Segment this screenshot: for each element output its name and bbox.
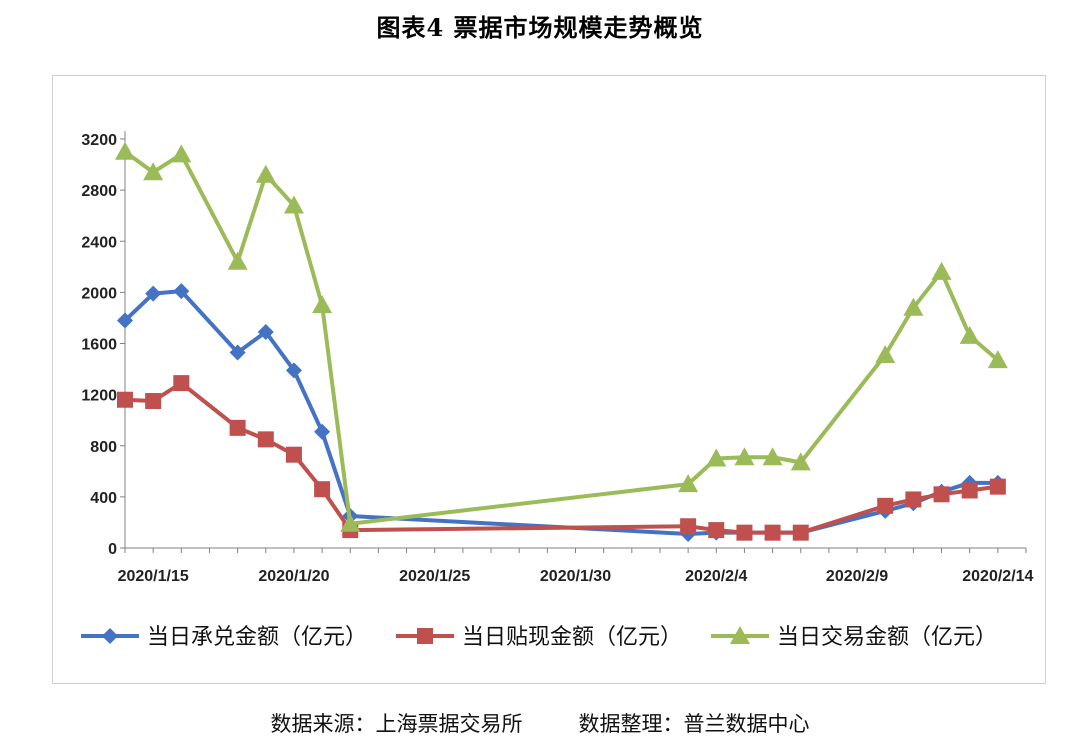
legend-marker bbox=[730, 626, 750, 644]
data-point bbox=[227, 251, 248, 270]
data-point bbox=[257, 431, 274, 448]
data-point bbox=[143, 162, 164, 181]
data-point bbox=[117, 391, 133, 408]
x-tick-label: 2020/1/20 bbox=[258, 568, 329, 585]
y-tick-label: 0 bbox=[108, 541, 117, 558]
data-point bbox=[792, 524, 809, 541]
data-point bbox=[257, 323, 274, 340]
data-point bbox=[173, 283, 190, 300]
data-point bbox=[229, 344, 246, 361]
data-point bbox=[762, 447, 783, 466]
source-footer: 数据来源：上海票据交易所 数据整理：普兰数据中心 bbox=[0, 708, 1080, 738]
series-line bbox=[123, 150, 1000, 526]
y-tick-label: 2800 bbox=[81, 183, 117, 200]
y-tick-label: 2400 bbox=[81, 234, 117, 251]
legend-label: 当日承兑金额（亿元） bbox=[147, 624, 367, 649]
legend-marker bbox=[417, 628, 433, 644]
x-tick-label: 2020/2/9 bbox=[826, 568, 888, 585]
legend-label: 当日贴现金额（亿元） bbox=[462, 624, 682, 649]
data-point bbox=[736, 524, 753, 541]
x-tick-label: 2020/1/25 bbox=[399, 568, 470, 585]
data-point bbox=[877, 497, 894, 514]
data-point bbox=[905, 491, 922, 508]
chart-frame: 0 400 800 1200 1600 2000 2400 2800 3200 2020/1/15… bbox=[52, 75, 1046, 684]
y-tick-label: 800 bbox=[90, 439, 117, 456]
data-point bbox=[708, 522, 725, 539]
axes: 0 400 800 1200 1600 2000 2400 2800 3200 2020/1/15… bbox=[81, 131, 1034, 585]
data-point bbox=[285, 362, 302, 379]
data-point bbox=[987, 350, 1008, 369]
data-point bbox=[255, 164, 276, 183]
compiler-text: 数据整理：普兰数据中心 bbox=[578, 712, 810, 736]
data-point bbox=[790, 452, 811, 471]
data-point bbox=[145, 285, 162, 302]
data-point bbox=[875, 345, 896, 364]
data-point bbox=[903, 297, 924, 316]
y-tick-label: 1200 bbox=[81, 388, 117, 405]
data-point bbox=[173, 375, 190, 392]
x-tick-label: 2020/1/15 bbox=[118, 568, 189, 585]
x-tick-label: 2020/2/4 bbox=[685, 568, 747, 585]
data-point bbox=[145, 393, 162, 410]
data-point bbox=[171, 144, 192, 163]
legend-item: 当日贴现金额（亿元） bbox=[396, 624, 682, 649]
data-point bbox=[312, 295, 333, 314]
data-point bbox=[285, 446, 302, 463]
legend: 当日承兑金额（亿元） 当日贴现金额（亿元） 当日交易金额（亿元） bbox=[81, 624, 997, 649]
data-point bbox=[706, 448, 727, 467]
data-point bbox=[314, 481, 331, 498]
data-point bbox=[931, 261, 952, 280]
data-point bbox=[283, 195, 304, 214]
data-point bbox=[959, 325, 980, 344]
series-triangle bbox=[115, 141, 1008, 532]
data-point bbox=[340, 513, 361, 532]
data-point bbox=[989, 478, 1006, 495]
source-text: 数据来源：上海票据交易所 bbox=[270, 712, 523, 736]
series-lines bbox=[115, 141, 1008, 542]
chart-title: 图表4 票据市场规模走势概览 bbox=[376, 13, 704, 42]
data-point bbox=[115, 141, 135, 160]
x-tick-label: 2020/2/14 bbox=[962, 568, 1033, 585]
legend-item: 当日交易金额（亿元） bbox=[711, 624, 997, 649]
legend-marker bbox=[102, 628, 118, 644]
y-tick-label: 1600 bbox=[81, 337, 117, 354]
data-point bbox=[678, 474, 699, 493]
data-point bbox=[961, 482, 978, 499]
series-diamond bbox=[117, 283, 1006, 542]
legend-label: 当日交易金额（亿元） bbox=[777, 624, 997, 649]
x-tick-label: 2020/1/30 bbox=[540, 568, 611, 585]
data-point bbox=[933, 486, 950, 503]
data-point bbox=[229, 419, 246, 436]
y-tick-label: 2000 bbox=[81, 285, 117, 302]
y-tick-label: 400 bbox=[90, 490, 117, 507]
line-chart: 0 400 800 1200 1600 2000 2400 2800 3200 2020/1/15… bbox=[81, 131, 1034, 649]
legend-item: 当日承兑金额（亿元） bbox=[81, 624, 367, 649]
data-point bbox=[314, 423, 331, 440]
data-point bbox=[764, 524, 781, 541]
series-line bbox=[124, 381, 999, 535]
data-point bbox=[117, 312, 133, 329]
y-tick-label: 3200 bbox=[81, 132, 117, 149]
data-point bbox=[680, 518, 697, 535]
data-point bbox=[734, 447, 755, 466]
series-square bbox=[117, 375, 1006, 541]
